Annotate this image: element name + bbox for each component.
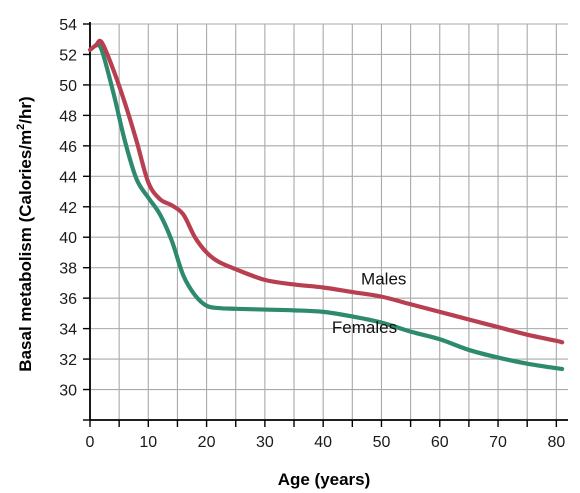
series-labels: Males Females [332,269,407,337]
y-tick-label: 50 [59,78,77,95]
y-tick-label: 42 [59,200,77,217]
x-tick-label: 30 [256,434,274,451]
x-tick-label: 40 [314,434,332,451]
x-tick-label: 70 [489,434,507,451]
x-tick-label: 60 [431,434,449,451]
y-tick-label: 52 [59,47,77,64]
x-tick-label: 20 [198,434,216,451]
y-tick-label: 34 [59,322,77,339]
series-line-males [87,38,565,345]
y-axis-title: Basal metabolism (Calories/m2/hr) [15,96,35,371]
y-tick-label: 48 [59,108,77,125]
series-lines [87,38,565,372]
x-axis-title: Age (years) [278,470,371,489]
y-tick-label: 32 [59,352,77,369]
y-tick-label: 40 [59,230,77,247]
y-axis-title-prefix: Basal metabolism (Calories/m [16,130,35,372]
y-tick-label: 44 [59,169,77,186]
y-axis-title-suffix: /hr) [16,96,35,123]
series-label-males: Males [361,269,406,288]
x-tick-label: 50 [373,434,391,451]
y-tick-label: 36 [59,291,77,308]
y-axis-title-superscript: 2 [15,124,27,130]
axes: 30 32 34 36 38 40 42 44 46 48 50 52 54 0 10 20 30 40 50 60 7… [59,17,568,451]
y-tick-label: 46 [59,139,77,156]
y-tick-label: 54 [59,17,77,34]
x-tick-label: 0 [86,434,95,451]
y-tick-label: 38 [59,261,77,278]
y-tick-label: 30 [59,383,77,400]
series-line-females [93,42,565,372]
series-label-females: Females [332,318,397,337]
x-tick-label: 10 [139,434,157,451]
x-tick-label: 80 [547,434,565,451]
grid [90,23,568,420]
